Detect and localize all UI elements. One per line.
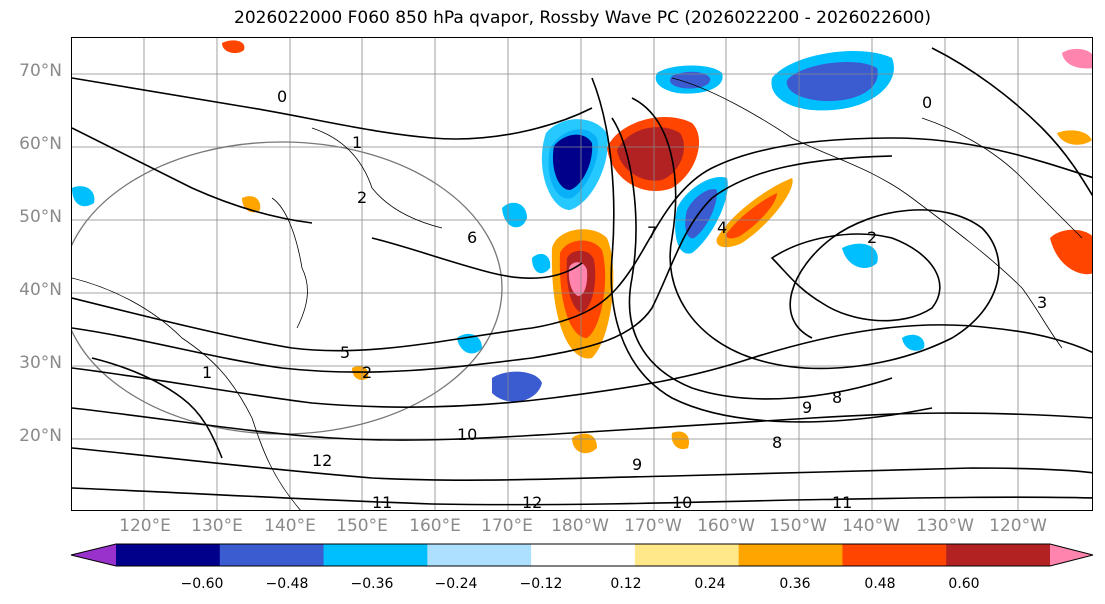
- lat-label-20n: 20°N: [19, 426, 62, 446]
- colorbar-tick-label: −0.24: [434, 576, 478, 592]
- contour-label: 8: [832, 388, 842, 407]
- lon-label-140w: 140°W: [842, 516, 900, 536]
- contour-label: 3: [1037, 293, 1047, 312]
- lon-label-170e: 170°E: [481, 516, 533, 536]
- lon-label-170w: 170°W: [624, 516, 682, 536]
- contour-label: 11: [372, 493, 392, 511]
- lon-label-150w: 150°W: [769, 516, 827, 536]
- coastlines: [72, 77, 1083, 510]
- colorbar-cell: [842, 544, 947, 566]
- contour-label: 2: [867, 228, 877, 247]
- contour-label: 11: [832, 493, 852, 511]
- map-panel: 0 1 2 2 3 9 8 12 11 10 4 5 6 7 8 9 10 11…: [71, 37, 1093, 511]
- contour-label: 7: [647, 223, 657, 242]
- contour-label: 12: [312, 451, 332, 470]
- colorbar-outline: [70, 543, 1094, 567]
- map-canvas: 0 1 2 2 3 9 8 12 11 10 4 5 6 7 8 9 10 11…: [72, 38, 1092, 511]
- lon-label-160e: 160°E: [409, 516, 461, 536]
- contour-label: 9: [802, 398, 812, 417]
- lon-label-120e: 120°E: [119, 516, 171, 536]
- colorbar-tick-label: −0.36: [350, 576, 394, 592]
- colorbar-tick-label: 0.12: [610, 576, 642, 592]
- lat-label-70n: 70°N: [19, 61, 62, 81]
- colorbar-tick-label: 0.48: [864, 576, 896, 592]
- colorbar-cell: [323, 544, 428, 566]
- contour-label: 2: [362, 363, 372, 382]
- contour-label: 1: [352, 133, 362, 152]
- contour-label: 4: [717, 218, 727, 237]
- colorbar-cell: [427, 544, 532, 566]
- lon-label-120w: 120°W: [989, 516, 1047, 536]
- colorbar-tick-label: −0.48: [265, 576, 309, 592]
- contour-label: 10: [457, 425, 477, 444]
- colorbar-cell: [634, 544, 740, 566]
- colorbar-cell: [738, 544, 843, 566]
- colorbar-tick-label: 0.36: [779, 576, 811, 592]
- contour-labels: 0 1 2 2 3 9 8 12 11 10 4 5 6 7 8 9 10 11…: [202, 87, 1047, 511]
- colorbar-tick-label: 0.60: [948, 576, 980, 592]
- contour-label: 2: [357, 188, 367, 207]
- contour-label: 12: [522, 493, 542, 511]
- colorbar-cell: [946, 544, 1051, 566]
- colorbar-tick-label: −0.60: [180, 576, 224, 592]
- contour-label: 9: [632, 455, 642, 474]
- lat-label-40n: 40°N: [19, 280, 62, 300]
- colorbar: [70, 543, 1094, 567]
- lat-label-30n: 30°N: [19, 353, 62, 373]
- colorbar-tick-label: −0.12: [519, 576, 563, 592]
- contour-label: 0: [922, 93, 932, 112]
- colorbar-extend-low: [71, 544, 116, 566]
- colorbar-extend-high: [1050, 544, 1093, 566]
- contour-label: 0: [277, 87, 287, 106]
- contour-label: 1: [202, 363, 212, 382]
- lat-label-60n: 60°N: [19, 134, 62, 154]
- lon-label-130e: 130°E: [191, 516, 243, 536]
- lon-label-140e: 140°E: [264, 516, 316, 536]
- contour-lines: [72, 47, 1092, 506]
- lon-label-180w: 180°W: [551, 516, 609, 536]
- colorbar-cell: [116, 544, 221, 566]
- colorbar-tick-label: 0.24: [694, 576, 726, 592]
- lon-label-160w: 160°W: [697, 516, 755, 536]
- colorbar-cell: [531, 544, 636, 566]
- lon-label-150e: 150°E: [336, 516, 388, 536]
- reference-circle: [72, 141, 503, 435]
- contour-label: 5: [340, 343, 350, 362]
- plot-title: 2026022000 F060 850 hPa qvapor, Rossby W…: [234, 8, 931, 28]
- colorbar-cell: [219, 544, 325, 566]
- lat-label-50n: 50°N: [19, 207, 62, 227]
- contour-label: 6: [467, 228, 477, 247]
- lon-label-130w: 130°W: [916, 516, 974, 536]
- contour-label: 8: [772, 433, 782, 452]
- contour-label: 10: [672, 493, 692, 511]
